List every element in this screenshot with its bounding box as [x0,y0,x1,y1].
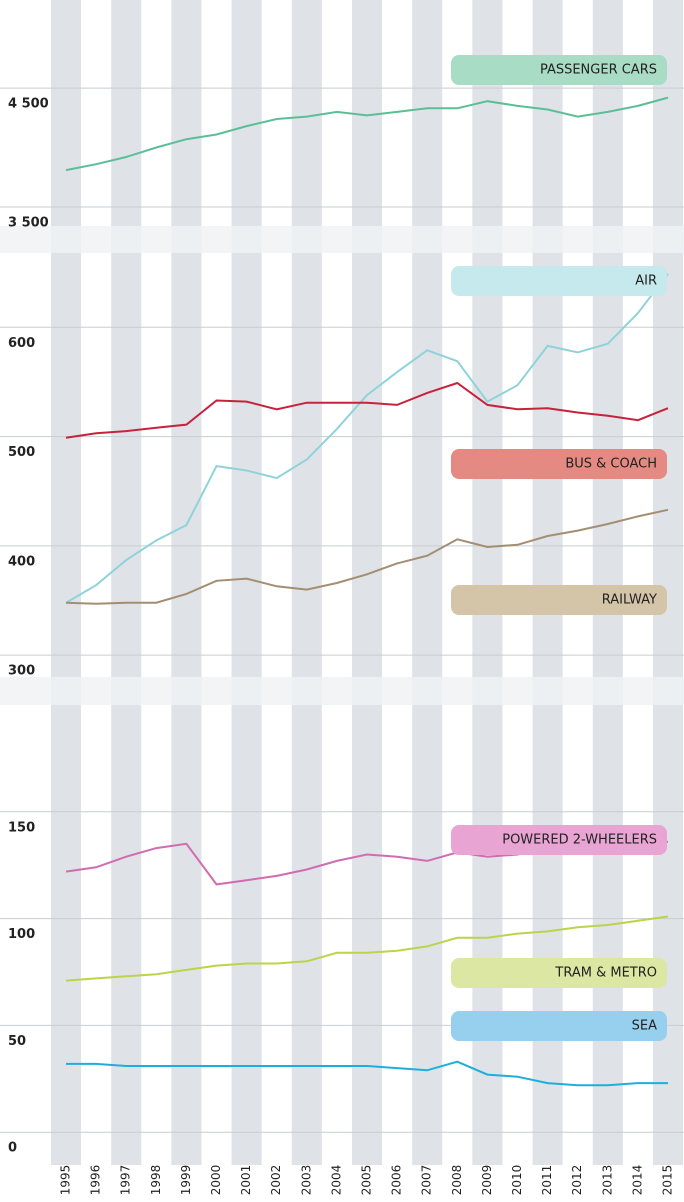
x-tick-label: 2005 [360,1165,374,1196]
series-line [66,1060,668,1087]
x-tick-label: 2010 [510,1165,524,1196]
series-label: PASSENGER CARS [540,63,657,78]
x-tick-label: 2000 [209,1165,223,1196]
x-tick-label: 2013 [600,1165,614,1196]
series-label-bg [451,958,667,988]
series-label: TRAM & METRO [554,966,657,981]
x-tick-label: 2002 [269,1165,283,1196]
column-stripe [652,0,684,1165]
series-label-bg [451,1011,667,1041]
column-stripe [592,0,623,1165]
axis-break [0,226,684,253]
y-tick-label: 300 [8,664,35,679]
series-label: SEA [632,1019,657,1034]
series-label-bg [451,266,667,296]
x-tick-label: 1995 [59,1165,73,1196]
x-tick-label: 1997 [119,1165,133,1196]
column-stripe [351,0,383,1165]
y-tick-label: 50 [8,1034,26,1049]
series-label: AIR [635,274,657,289]
x-tick-label: 2011 [540,1165,554,1196]
x-tick-label: 2009 [480,1165,494,1196]
series-label-bg [451,825,667,855]
series-line [65,381,669,439]
column-stripe [412,0,443,1165]
axis-break [0,677,684,705]
series-label-bg [451,55,667,85]
column-stripe [291,0,322,1165]
series-label-bg [451,585,667,615]
series-line [65,915,669,982]
y-tick-label: 4 500 [8,97,49,112]
column-stripe [171,0,202,1165]
x-tick-label: 2006 [390,1165,404,1196]
column-stripe [231,0,262,1165]
series-label: POWERED 2-WHEELERS [502,833,657,848]
series-label: BUS & COACH [565,457,657,472]
column-stripe [111,0,142,1165]
series-line [65,273,669,604]
x-tick-label: 2001 [239,1165,253,1196]
x-tick-label: 2007 [420,1165,434,1196]
column-stripe [472,0,503,1165]
x-tick-label: 1996 [89,1165,103,1196]
x-tick-label: 2012 [570,1165,584,1196]
y-tick-label: 500 [8,445,35,460]
y-tick-label: 600 [8,336,35,351]
series-label: RAILWAY [602,593,657,608]
y-tick-label: 3 500 [8,215,49,230]
x-tick-label: 2008 [450,1165,464,1196]
y-tick-label: 150 [8,820,35,835]
x-tick-label: 2015 [661,1165,675,1196]
y-tick-label: 100 [8,927,35,942]
y-tick-label: 400 [8,554,35,569]
x-tick-label: 1998 [149,1165,163,1196]
series-line [65,508,669,605]
x-tick-label: 2014 [630,1165,644,1196]
column-stripe [50,0,82,1165]
x-tick-label: 1999 [179,1165,193,1196]
x-tick-label: 2003 [299,1165,313,1196]
x-tick-label: 2004 [329,1165,343,1196]
column-stripe [532,0,563,1165]
series-line [65,96,669,172]
y-tick-label: 0 [8,1141,17,1156]
series-label-bg [451,449,667,479]
